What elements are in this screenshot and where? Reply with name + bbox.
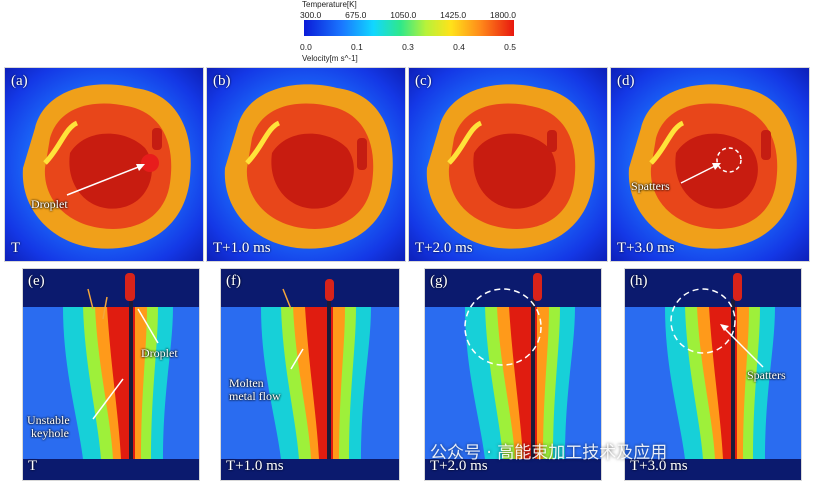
spatters-annotation: Spatters xyxy=(747,368,786,382)
velocity-tick: 0.1 xyxy=(351,42,363,52)
time-label: T+3.0 ms xyxy=(617,240,675,256)
metal-flow-annotation: metal flow xyxy=(229,389,281,403)
panel-label: (f) xyxy=(226,273,241,289)
velocity-legend-title: Velocity[m s^-1] xyxy=(302,54,358,63)
panel-label: (b) xyxy=(213,73,231,89)
temperature-legend-title: Temperature[K] xyxy=(302,0,357,9)
temperature-tick: 1800.0 xyxy=(490,10,516,20)
velocity-tick: 0.5 xyxy=(504,42,516,52)
panel-label: (c) xyxy=(415,73,432,89)
time-label: T xyxy=(28,458,38,474)
panel-label: (d) xyxy=(617,73,635,89)
velocity-tick: 0.0 xyxy=(300,42,312,52)
melt-pool-top-view xyxy=(224,84,393,249)
velocity-tick: 0.3 xyxy=(402,42,414,52)
velocity-ticks: 0.0 0.1 0.3 0.4 0.5 xyxy=(300,42,516,52)
molten-annotation: Molten xyxy=(229,376,264,390)
panel-f: (f) T+1.0 ms Molten metal flow xyxy=(220,268,400,481)
temperature-tick: 300.0 xyxy=(300,10,322,20)
temperature-ticks: 300.0 675.0 1050.0 1425.0 1800.0 xyxy=(300,10,516,20)
melt-pool-top-view xyxy=(22,84,191,249)
time-label: T+2.0 ms xyxy=(430,458,488,474)
panel-label: (e) xyxy=(28,273,45,289)
keyhole-cross-section xyxy=(625,269,801,480)
panel-label: (h) xyxy=(630,273,648,289)
velocity-tick: 0.4 xyxy=(453,42,465,52)
color-scale-bar xyxy=(304,20,514,36)
time-label: T+2.0 ms xyxy=(415,240,473,256)
temperature-tick: 1425.0 xyxy=(440,10,467,20)
time-label: T xyxy=(11,240,21,256)
unstable-annotation: Unstable xyxy=(27,413,70,427)
droplet-arrow xyxy=(66,164,145,196)
time-label: T+1.0 ms xyxy=(213,240,271,256)
panel-g: (g) T+2.0 ms xyxy=(424,268,602,481)
panel-b: (b) T+1.0 ms xyxy=(206,67,406,262)
melt-pool-top-view xyxy=(426,84,595,249)
droplet-annotation: Droplet xyxy=(31,197,68,211)
watermark: 公众号 · 高能束加工技术及应用 xyxy=(430,443,668,463)
keyhole-cross-section xyxy=(425,269,601,480)
spatters-annotation: Spatters xyxy=(631,179,670,193)
keyhole-cross-section xyxy=(23,269,199,480)
panel-h: (h) T+3.0 ms Spatters xyxy=(624,268,802,481)
panel-c: (c) T+2.0 ms xyxy=(408,67,608,262)
panel-label: (g) xyxy=(430,273,448,289)
color-legend: Temperature[K] 300.0 675.0 1050.0 1425.0… xyxy=(300,0,520,64)
keyhole-annotation: keyhole xyxy=(31,426,69,440)
panel-e: (e) T Droplet Unstable keyhole xyxy=(22,268,200,481)
temperature-tick: 1050.0 xyxy=(390,10,417,20)
keyhole-cross-section xyxy=(221,269,399,480)
time-label: T+3.0 ms xyxy=(630,458,688,474)
droplet-annotation: Droplet xyxy=(141,346,178,360)
panel-d: (d) T+3.0 ms Spatters xyxy=(610,67,810,262)
time-label: T+1.0 ms xyxy=(226,458,284,474)
panel-a: (a) T Droplet xyxy=(4,67,204,262)
melt-pool-top-view xyxy=(628,84,797,249)
temperature-tick: 675.0 xyxy=(345,10,367,20)
panel-label: (a) xyxy=(11,73,28,89)
